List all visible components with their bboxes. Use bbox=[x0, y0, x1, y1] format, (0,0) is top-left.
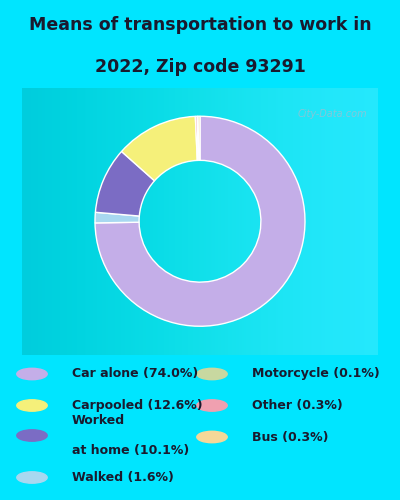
Text: Walked (1.6%): Walked (1.6%) bbox=[72, 471, 174, 484]
Wedge shape bbox=[122, 116, 197, 181]
Text: Motorcycle (0.1%): Motorcycle (0.1%) bbox=[252, 368, 380, 380]
Text: Means of transportation to work in: Means of transportation to work in bbox=[29, 16, 371, 34]
Circle shape bbox=[197, 400, 227, 411]
Circle shape bbox=[197, 368, 227, 380]
Text: Bus (0.3%): Bus (0.3%) bbox=[252, 430, 328, 444]
Wedge shape bbox=[95, 116, 305, 326]
Text: Other (0.3%): Other (0.3%) bbox=[252, 399, 343, 412]
Circle shape bbox=[17, 368, 47, 380]
Text: Worked: Worked bbox=[72, 414, 125, 427]
Text: City-Data.com: City-Data.com bbox=[298, 109, 367, 119]
Wedge shape bbox=[95, 212, 139, 223]
Wedge shape bbox=[197, 116, 199, 160]
Text: at home (10.1%): at home (10.1%) bbox=[72, 444, 189, 457]
Text: Carpooled (12.6%): Carpooled (12.6%) bbox=[72, 399, 203, 412]
Wedge shape bbox=[195, 116, 198, 160]
Text: 2022, Zip code 93291: 2022, Zip code 93291 bbox=[94, 58, 306, 76]
Wedge shape bbox=[95, 152, 154, 216]
Circle shape bbox=[17, 400, 47, 411]
Wedge shape bbox=[198, 116, 200, 160]
Circle shape bbox=[17, 472, 47, 483]
Text: Car alone (74.0%): Car alone (74.0%) bbox=[72, 368, 198, 380]
Circle shape bbox=[17, 430, 47, 441]
Circle shape bbox=[197, 432, 227, 442]
